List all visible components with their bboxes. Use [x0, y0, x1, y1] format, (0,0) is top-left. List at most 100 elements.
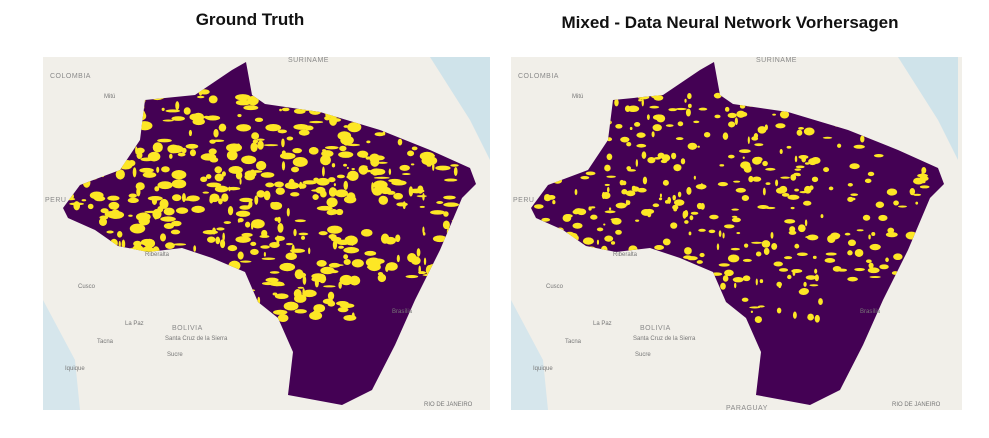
class-patch	[351, 167, 355, 170]
class-patch	[647, 157, 656, 164]
class-patch	[778, 268, 789, 272]
class-patch	[792, 311, 797, 319]
class-patch	[723, 224, 735, 229]
class-patch	[879, 264, 889, 270]
class-patch	[828, 186, 834, 191]
class-patch	[604, 164, 611, 172]
class-patch	[660, 159, 668, 164]
class-patch	[347, 170, 359, 182]
class-patch	[854, 248, 864, 257]
class-patch	[247, 95, 259, 106]
class-patch	[239, 260, 252, 263]
class-patch	[261, 257, 276, 260]
class-patch	[118, 240, 121, 248]
class-patch	[290, 166, 300, 173]
class-patch	[443, 195, 456, 200]
class-patch	[809, 284, 819, 287]
class-patch	[754, 316, 763, 323]
class-patch	[128, 193, 137, 198]
class-patch	[735, 187, 746, 193]
class-patch	[338, 245, 344, 249]
class-patch	[422, 226, 425, 234]
class-patch	[686, 187, 692, 195]
class-patch	[790, 206, 795, 210]
class-patch	[909, 188, 916, 196]
class-patch	[699, 252, 705, 258]
class-patch	[374, 132, 385, 137]
class-patch	[235, 94, 251, 101]
class-patch	[316, 177, 330, 186]
class-patch	[220, 239, 226, 249]
class-patch	[251, 132, 260, 140]
class-patch	[780, 176, 791, 179]
class-patch	[332, 240, 338, 250]
class-patch	[289, 248, 306, 253]
map-label: Brasília	[392, 309, 413, 315]
class-patch	[805, 275, 817, 280]
class-patch	[340, 135, 354, 145]
map-label: Mitú	[104, 94, 115, 100]
class-patch	[893, 200, 899, 206]
class-patch	[386, 190, 396, 195]
class-patch	[214, 166, 223, 174]
class-patch	[762, 187, 766, 196]
class-patch	[324, 115, 331, 121]
class-patch	[804, 162, 810, 165]
class-patch	[318, 231, 328, 236]
ocean	[43, 300, 80, 410]
class-patch	[444, 178, 458, 182]
class-patch	[256, 190, 266, 198]
class-patch	[308, 147, 319, 155]
class-patch	[169, 153, 173, 159]
class-patch	[263, 144, 279, 147]
class-patch	[237, 114, 242, 118]
class-patch	[543, 195, 552, 202]
class-patch	[218, 198, 223, 205]
class-patch	[338, 281, 342, 289]
class-patch	[226, 150, 238, 161]
class-patch	[761, 240, 771, 248]
class-patch	[687, 93, 692, 100]
map-label: Iquique	[533, 366, 553, 372]
class-patch	[339, 274, 353, 286]
class-patch	[590, 214, 598, 220]
class-patch	[206, 182, 222, 188]
class-patch	[827, 235, 836, 243]
class-patch	[411, 146, 418, 151]
class-patch	[435, 165, 451, 171]
class-patch	[585, 171, 596, 176]
class-patch	[81, 199, 87, 202]
class-patch	[615, 123, 623, 129]
class-patch	[197, 95, 205, 99]
class-patch	[790, 174, 797, 181]
class-patch	[875, 201, 885, 208]
class-patch	[159, 198, 169, 210]
class-patch	[652, 203, 660, 208]
map-label: Tacna	[97, 339, 114, 345]
class-patch	[764, 206, 776, 210]
class-patch	[343, 163, 348, 167]
class-patch	[781, 192, 790, 197]
class-patch	[177, 152, 186, 157]
class-patch	[385, 262, 398, 271]
class-patch	[812, 255, 817, 259]
map-label: PERU	[513, 197, 534, 204]
class-patch	[672, 194, 676, 201]
class-patch	[153, 209, 159, 220]
class-patch	[277, 314, 289, 323]
class-patch	[279, 108, 282, 112]
class-patch	[156, 166, 160, 173]
class-patch	[772, 113, 776, 116]
class-patch	[290, 192, 300, 197]
class-patch	[422, 232, 426, 236]
class-patch	[328, 269, 339, 274]
class-patch	[263, 252, 266, 257]
class-patch	[717, 181, 728, 187]
map-label: Sucre	[167, 352, 183, 358]
class-patch	[326, 197, 338, 208]
class-patch	[825, 252, 837, 256]
class-patch	[343, 254, 349, 260]
class-patch	[684, 247, 692, 255]
class-patch	[580, 175, 590, 180]
class-patch	[743, 243, 749, 248]
